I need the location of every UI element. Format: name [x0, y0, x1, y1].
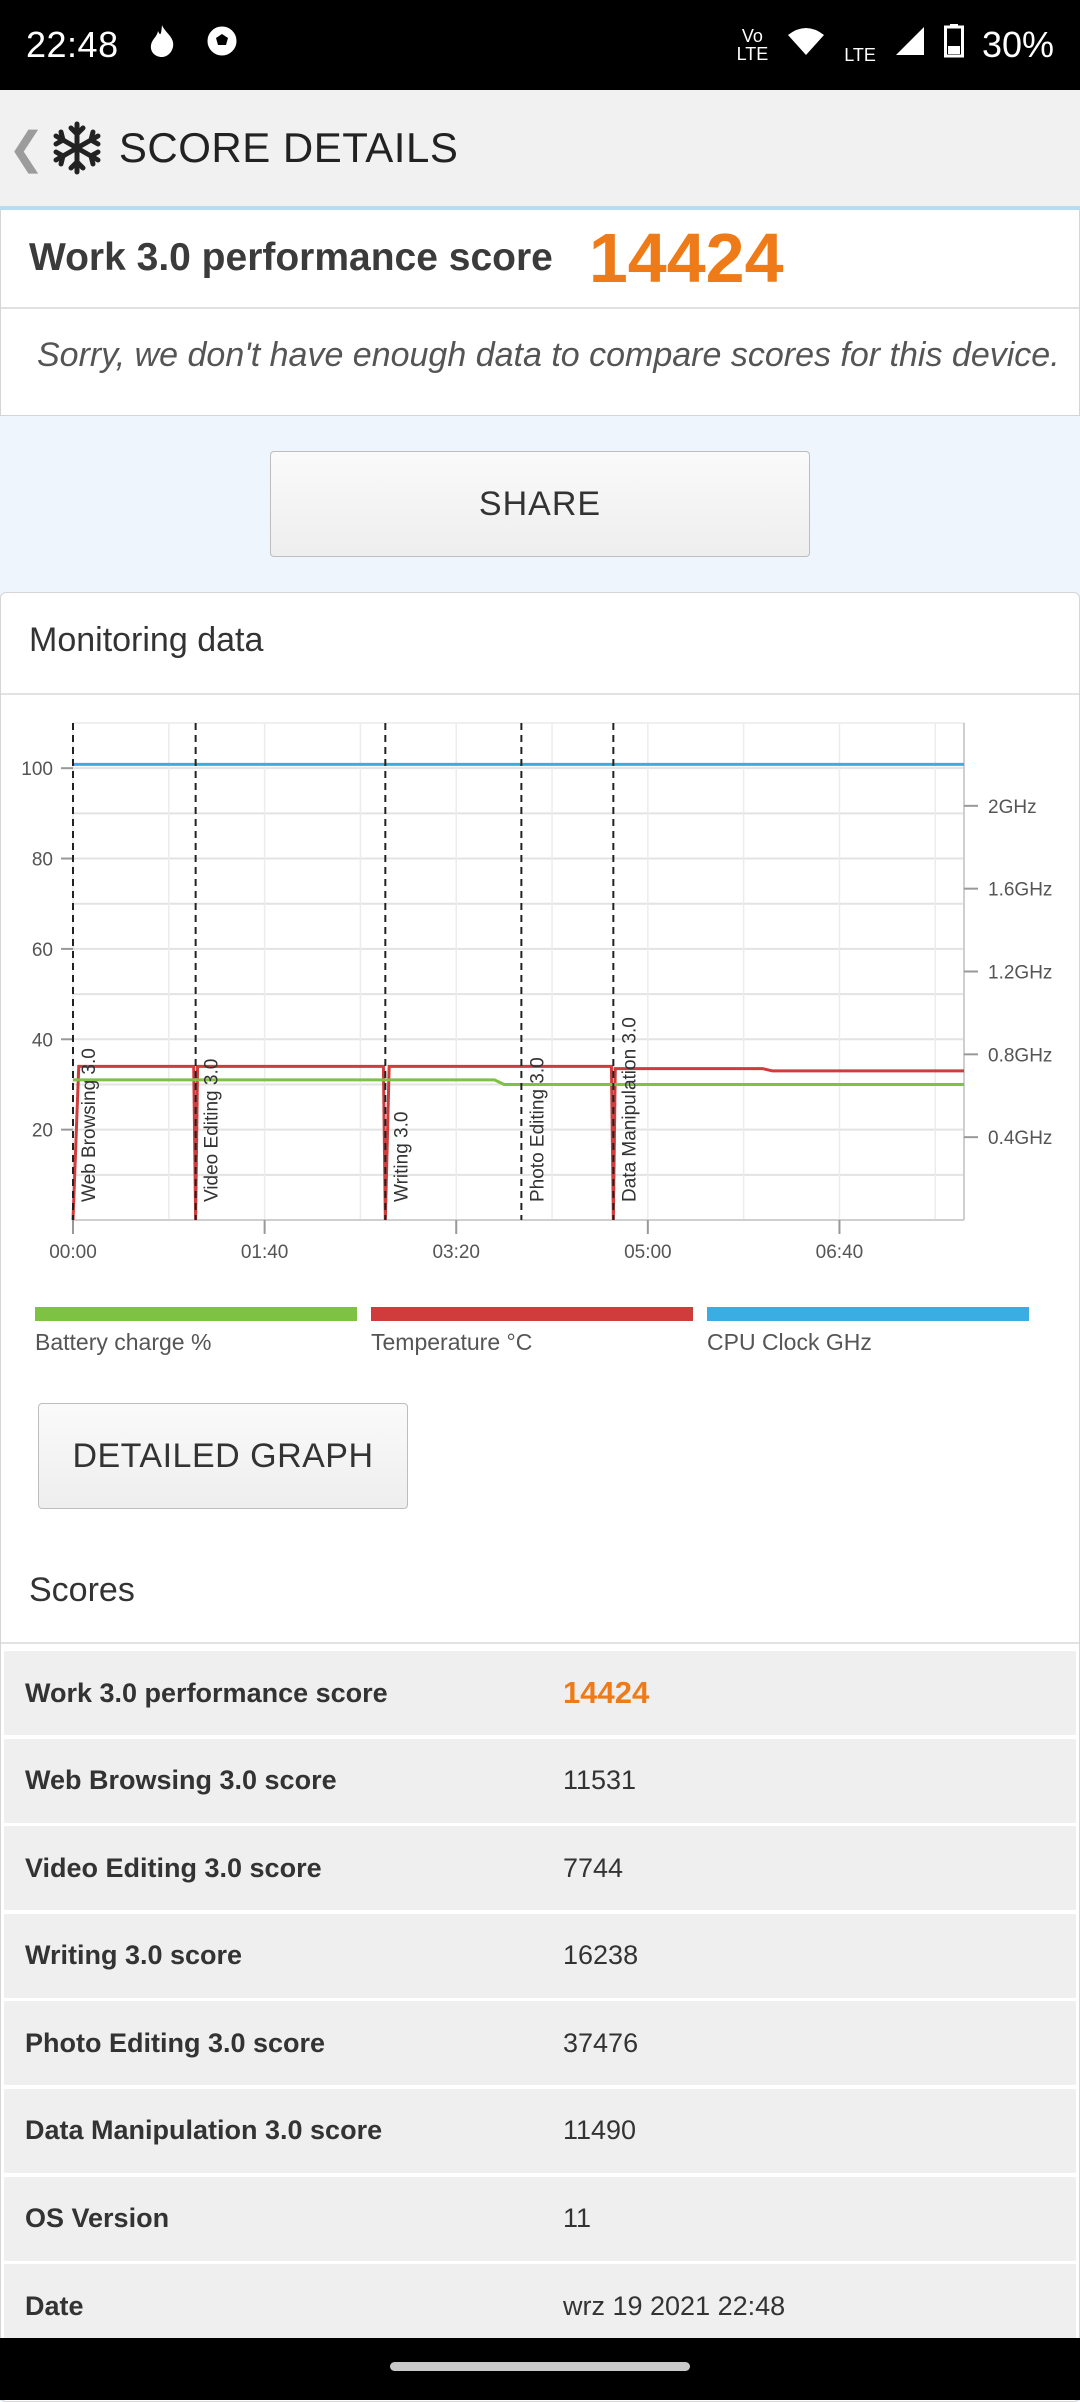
summary-score-row: Work 3.0 performance score 14424: [29, 210, 784, 305]
divider: [1, 1642, 1079, 1644]
monitoring-chart: 100 80 60 40 20 2GHz 1.6GHz 1.2GHz 0.8GHz 0.4GHz 0…: [21, 722, 1052, 1263]
series-temperature-c-line: [71, 1064, 964, 1221]
detailed-graph-button[interactable]: DETAILED GRAPH: [38, 1403, 408, 1509]
legend-cpu: CPU Clock GHz: [707, 1307, 1029, 1367]
row-value: 14424: [563, 1675, 650, 1710]
y-left-tick-label: 100: [21, 759, 53, 780]
clock: 22:48: [26, 24, 119, 65]
x-tick-label: 05:00: [624, 1242, 672, 1263]
summary-card: Work 3.0 performance score 14424 Sorry, …: [0, 210, 1080, 416]
back-arrow-icon[interactable]: ❮: [8, 123, 45, 173]
row-label: Work 3.0 performance score: [25, 1677, 388, 1708]
series-battery-charge-line: [73, 1078, 964, 1086]
app-bar: ❮ SCORE DETAILS: [0, 90, 1080, 210]
snowflake-icon: [53, 121, 101, 175]
volte-indicator: Vo LTE: [736, 26, 769, 64]
row-value: 11: [563, 2203, 592, 2234]
y-right-tick-label: 0.8GHz: [988, 1045, 1052, 1066]
y-left-tick-label: 80: [32, 850, 53, 871]
home-gesture-handle[interactable]: [390, 2362, 690, 2371]
signal-icon: [894, 24, 926, 66]
page-title: SCORE DETAILS: [118, 124, 459, 171]
phase-marker-label: Video Editing 3.0: [202, 1059, 223, 1202]
table-row: Writing 3.0 score 16238: [4, 1911, 1076, 1998]
table-row: OS Version 11: [4, 2174, 1076, 2261]
y-left-tick-label: 40: [32, 1030, 53, 1051]
y-left-tick-label: 60: [32, 940, 53, 961]
x-tick-label: 03:20: [432, 1242, 480, 1263]
monitoring-card: Monitoring data 100 80 60 40 20 2GHz 1.6GHz 1.2…: [0, 592, 1080, 2402]
lte-label: LTE: [844, 44, 876, 65]
phase-marker-label: Data Manipulation 3.0: [619, 1017, 640, 1202]
x-tick-label: 01:40: [241, 1242, 289, 1263]
battery-percent: 30%: [981, 24, 1054, 65]
y-right-tick-label: 1.6GHz: [988, 880, 1052, 901]
x-tick-label: 06:40: [816, 1242, 864, 1263]
table-row: Work 3.0 performance score 14424: [4, 1649, 1076, 1735]
x-tick-label: 00:00: [49, 1242, 97, 1263]
legend-battery-swatch: [35, 1307, 357, 1321]
legend-temperature: Temperature °C: [371, 1307, 693, 1367]
row-label: Photo Editing 3.0 score: [25, 2027, 326, 2058]
soccer-ball-icon: [205, 24, 239, 67]
table-row: Photo Editing 3.0 score 37476: [4, 1999, 1076, 2086]
legend-temperature-swatch: [371, 1307, 693, 1321]
legend-cpu-label: CPU Clock GHz: [707, 1329, 872, 1355]
phase-marker-label: Writing 3.0: [391, 1112, 412, 1202]
y-left-tick-label: 20: [32, 1121, 53, 1142]
battery-icon: [943, 23, 964, 67]
status-bar: 22:48 Vo LTE LTE 30%: [0, 0, 1080, 90]
legend-cpu-swatch: [707, 1307, 1029, 1321]
row-value: 11531: [563, 1765, 637, 1796]
monitoring-title: Monitoring data: [29, 621, 264, 659]
row-label: OS Version: [25, 2203, 170, 2234]
phase-marker-label: Web Browsing 3.0: [79, 1048, 100, 1202]
row-label: Video Editing 3.0 score: [25, 1852, 322, 1883]
summary-score-label: Work 3.0 performance score: [29, 235, 553, 279]
scores-table: Work 3.0 performance score 14424 Web Brow…: [4, 1649, 1076, 2350]
row-label: Date: [25, 2290, 84, 2321]
divider: [1, 693, 1079, 695]
scores-title: Scores: [29, 1571, 135, 1609]
summary-score-value: 14424: [588, 218, 784, 297]
y-right-tick-label: 0.4GHz: [988, 1128, 1052, 1149]
row-label: Data Manipulation 3.0 score: [25, 2115, 383, 2146]
navigation-bar: [0, 2338, 1080, 2400]
legend-battery: Battery charge %: [35, 1307, 357, 1367]
row-value: wrz 19 2021 22:48: [563, 2290, 786, 2321]
table-row: Data Manipulation 3.0 score 11490: [4, 2086, 1076, 2173]
row-label: Writing 3.0 score: [25, 1940, 243, 1971]
share-button[interactable]: SHARE: [270, 451, 810, 557]
table-row: Video Editing 3.0 score 7744: [4, 1824, 1076, 1911]
legend-battery-label: Battery charge %: [35, 1329, 212, 1355]
table-row: Date wrz 19 2021 22:48: [4, 2262, 1076, 2349]
table-row: Web Browsing 3.0 score 11531: [4, 1736, 1076, 1823]
plot-area: [72, 722, 965, 1221]
row-label: Web Browsing 3.0 score: [25, 1765, 337, 1796]
comparison-note: Sorry, we don't have enough data to comp…: [37, 336, 1060, 374]
y-right-tick-label: 2GHz: [988, 797, 1037, 818]
row-value: 11490: [563, 2115, 637, 2146]
y-right-tick-label: 1.2GHz: [988, 963, 1052, 984]
flame-icon: [145, 23, 179, 68]
row-value: 37476: [563, 2027, 639, 2058]
row-value: 7744: [563, 1852, 624, 1883]
row-value: 16238: [563, 1940, 639, 1971]
wifi-icon: [786, 24, 826, 66]
divider: [1, 307, 1079, 309]
legend-temperature-label: Temperature °C: [371, 1329, 533, 1355]
phase-marker-label: Photo Editing 3.0: [527, 1057, 548, 1202]
